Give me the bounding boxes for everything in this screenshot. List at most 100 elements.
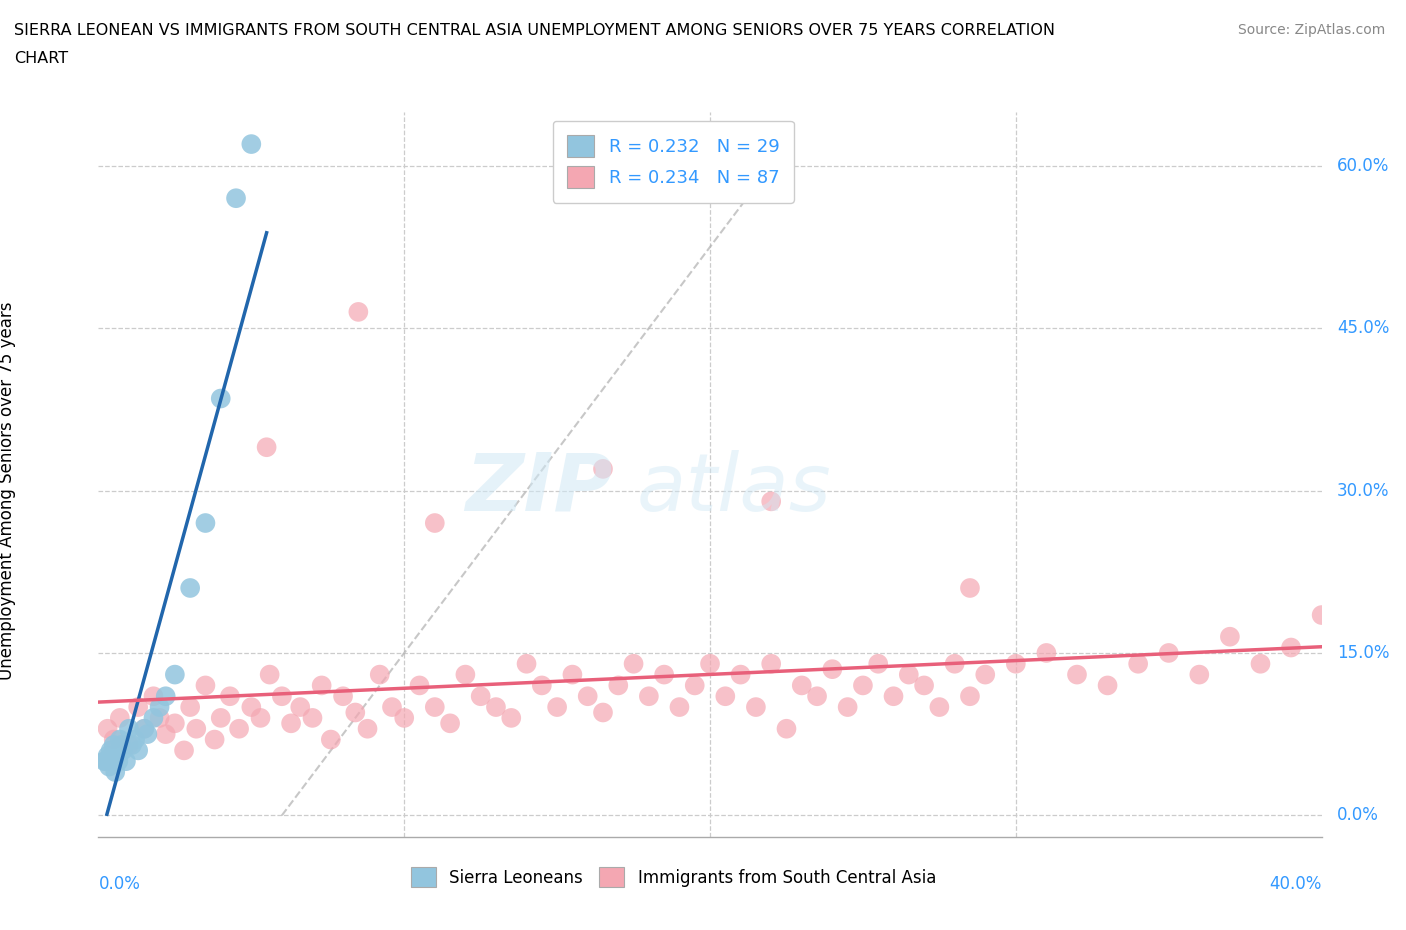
Point xyxy=(240,699,263,714)
Point xyxy=(883,689,905,704)
Point xyxy=(173,743,195,758)
Point xyxy=(745,699,768,714)
Point xyxy=(149,699,172,714)
Point xyxy=(928,699,950,714)
Point xyxy=(97,749,120,764)
Point xyxy=(501,711,523,725)
Point xyxy=(347,304,370,319)
Point xyxy=(155,689,177,704)
Point xyxy=(107,754,129,769)
Point xyxy=(240,137,263,152)
Point xyxy=(821,662,844,677)
Point xyxy=(209,711,232,725)
Point xyxy=(249,711,271,725)
Point xyxy=(439,716,461,731)
Point xyxy=(121,737,143,752)
Point xyxy=(104,764,127,779)
Point xyxy=(868,657,890,671)
Point xyxy=(134,722,156,737)
Point xyxy=(943,657,966,671)
Point xyxy=(110,737,132,752)
Point xyxy=(209,392,232,406)
Point xyxy=(111,743,134,758)
Point xyxy=(959,689,981,704)
Point xyxy=(730,667,752,682)
Point xyxy=(186,722,208,737)
Point xyxy=(423,515,446,530)
Point xyxy=(1004,657,1026,671)
Point xyxy=(470,689,492,704)
Point xyxy=(118,737,141,752)
Point xyxy=(546,699,568,714)
Point xyxy=(852,678,875,693)
Point xyxy=(124,732,146,747)
Text: 40.0%: 40.0% xyxy=(1270,875,1322,893)
Point xyxy=(94,754,117,769)
Text: ZIP: ZIP xyxy=(465,450,612,528)
Point xyxy=(155,726,177,741)
Point xyxy=(652,667,675,682)
Point xyxy=(485,699,508,714)
Point xyxy=(163,716,186,731)
Point xyxy=(105,749,128,764)
Text: Unemployment Among Seniors over 75 years: Unemployment Among Seniors over 75 years xyxy=(0,301,15,680)
Point xyxy=(761,657,783,671)
Point xyxy=(101,749,124,764)
Point xyxy=(1188,667,1211,682)
Point xyxy=(142,689,165,704)
Point xyxy=(225,191,247,206)
Text: Source: ZipAtlas.com: Source: ZipAtlas.com xyxy=(1237,23,1385,37)
Text: 60.0%: 60.0% xyxy=(1337,157,1389,175)
Point xyxy=(775,722,797,737)
Point xyxy=(118,722,141,737)
Point xyxy=(607,678,630,693)
Point xyxy=(1128,657,1150,671)
Point xyxy=(1219,630,1241,644)
Text: CHART: CHART xyxy=(14,51,67,66)
Point xyxy=(100,743,122,758)
Point xyxy=(280,716,302,731)
Point xyxy=(959,580,981,595)
Point xyxy=(270,689,294,704)
Point xyxy=(683,678,706,693)
Point xyxy=(98,759,121,774)
Point xyxy=(134,722,156,737)
Point xyxy=(668,699,690,714)
Text: 45.0%: 45.0% xyxy=(1337,319,1389,338)
Point xyxy=(408,678,430,693)
Point xyxy=(204,732,226,747)
Point xyxy=(592,461,614,476)
Point xyxy=(301,711,323,725)
Point xyxy=(897,667,920,682)
Point xyxy=(256,440,278,455)
Point xyxy=(311,678,333,693)
Point xyxy=(623,657,645,671)
Point xyxy=(1310,607,1333,622)
Point xyxy=(1035,645,1057,660)
Point xyxy=(837,699,859,714)
Legend: Sierra Leoneans, Immigrants from South Central Asia: Sierra Leoneans, Immigrants from South C… xyxy=(404,860,943,894)
Point xyxy=(530,678,553,693)
Point xyxy=(1157,645,1180,660)
Point xyxy=(179,699,201,714)
Point xyxy=(356,722,378,737)
Point xyxy=(259,667,281,682)
Point xyxy=(163,667,186,682)
Text: atlas: atlas xyxy=(637,450,831,528)
Text: 0.0%: 0.0% xyxy=(98,875,141,893)
Point xyxy=(194,515,217,530)
Text: 15.0%: 15.0% xyxy=(1337,644,1389,662)
Point xyxy=(392,711,416,725)
Point xyxy=(1250,657,1272,671)
Point xyxy=(714,689,737,704)
Point xyxy=(1066,667,1088,682)
Point xyxy=(368,667,391,682)
Point xyxy=(142,711,165,725)
Text: 0.0%: 0.0% xyxy=(1337,806,1379,824)
Point xyxy=(149,711,172,725)
Point xyxy=(454,667,477,682)
Point xyxy=(108,711,131,725)
Point xyxy=(381,699,404,714)
Point xyxy=(516,657,538,671)
Point xyxy=(332,689,354,704)
